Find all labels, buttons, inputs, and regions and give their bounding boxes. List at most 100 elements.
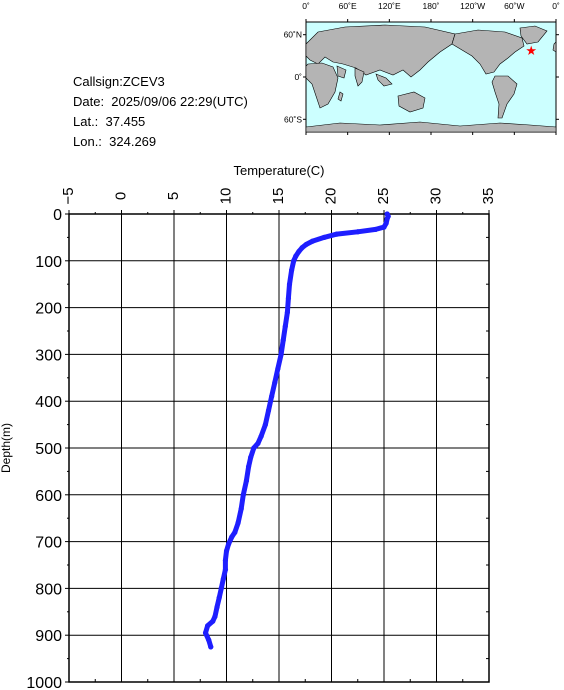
- x-tick-label: −5: [60, 187, 77, 204]
- map-lon-label: 0˚: [552, 1, 560, 11]
- land-madagascar: [337, 91, 344, 102]
- land-australia: [397, 91, 426, 113]
- profile-point: [355, 229, 361, 235]
- latitude-text: Lat.: 37.455: [73, 114, 146, 129]
- profile-point: [296, 248, 302, 255]
- y-tick-label: 800: [35, 581, 62, 598]
- x-tick-label: 10: [217, 188, 234, 205]
- profile-point: [255, 440, 261, 446]
- x-tick-label: 30: [427, 188, 444, 205]
- grid-lines: [69, 214, 489, 682]
- profile-point: [229, 534, 235, 540]
- profile-point: [205, 623, 211, 629]
- profile-point: [240, 492, 246, 498]
- longitude-text: Lon.: 324.269: [73, 134, 157, 149]
- y-axis-label: Depth(m): [0, 423, 13, 473]
- x-tick-label: 5: [165, 192, 182, 200]
- y-tick-labels: 0 100 200 300 400 500 600 700 800 900 1000: [26, 207, 62, 690]
- map-lat-label: 60˚N: [284, 30, 302, 40]
- land-north-america: [451, 29, 525, 75]
- land-europe-asia: [305, 24, 456, 78]
- map-lon-label: 180˚: [422, 1, 439, 11]
- y-tick-label: 200: [35, 301, 62, 318]
- profile-point: [285, 295, 292, 301]
- profile-point: [269, 393, 275, 400]
- profile-point: [245, 464, 252, 470]
- x-tick-label: 0: [112, 192, 129, 200]
- temperature-profile-line: [203, 211, 391, 650]
- x-tick-label: 25: [375, 188, 392, 205]
- land-india: [354, 67, 365, 87]
- profile-point: [373, 226, 379, 233]
- map-lon-label: 120˚E: [378, 1, 401, 11]
- profile-point: [310, 238, 316, 244]
- profile-point: [216, 595, 222, 601]
- profile-point: [289, 267, 295, 273]
- profile-point: [206, 637, 212, 643]
- profile-point: [222, 567, 229, 573]
- y-tick-label: 700: [35, 535, 62, 552]
- callsign-text: Callsign:ZCEV3: [73, 74, 165, 89]
- land-uk: [552, 41, 557, 53]
- profile-point: [286, 281, 293, 287]
- y-tick-label: 0: [53, 207, 62, 224]
- station-marker-icon: ★: [525, 43, 537, 58]
- land-southeast-asia: [375, 73, 393, 87]
- profile-point: [243, 478, 250, 484]
- profile-point: [251, 445, 257, 451]
- x-tick-label: 15: [270, 188, 287, 205]
- profile-point: [291, 258, 297, 264]
- axis-ticks: [65, 210, 490, 683]
- land-arabia: [336, 65, 347, 79]
- map-land: [305, 24, 557, 133]
- profile-point: [282, 323, 288, 329]
- profile-point: [208, 644, 214, 650]
- y-tick-label: 300: [35, 347, 62, 364]
- profile-point: [258, 433, 264, 439]
- profile-point: [334, 231, 340, 237]
- y-tick-label: 900: [35, 628, 62, 645]
- profile-point: [303, 241, 309, 248]
- map-lon-label: 60˚W: [504, 1, 524, 11]
- profile-point: [238, 506, 244, 512]
- x-tick-label: 35: [480, 188, 497, 205]
- profile-point: [218, 585, 224, 592]
- profile-point: [384, 216, 390, 222]
- profile-point: [210, 618, 216, 624]
- profile-point: [262, 422, 268, 428]
- x-axis-label: Temperature(C): [233, 163, 324, 178]
- land-africa: [305, 62, 339, 109]
- profile-point: [299, 245, 305, 251]
- temperature-depth-chart: −5 0 5 10 15 20 25 30 35 0 100 200 300 400 500 600 700 8…: [0, 163, 497, 690]
- profile-point: [214, 604, 220, 610]
- profile-point: [272, 379, 278, 386]
- profile-point: [248, 454, 254, 460]
- series-layer: [202, 211, 391, 650]
- y-tick-label: 600: [35, 488, 62, 505]
- profile-point: [226, 541, 232, 547]
- profile-point: [223, 548, 230, 554]
- profile-point: [212, 613, 218, 620]
- profile-point: [381, 224, 387, 230]
- map-lon-label: 0˚: [302, 1, 310, 11]
- y-tick-label: 400: [35, 394, 62, 411]
- x-tick-labels: −5 0 5 10 15 20 25 30 35: [60, 187, 497, 204]
- y-tick-label: 1000: [26, 675, 62, 690]
- profile-point: [321, 234, 327, 240]
- map-lon-label: 60˚E: [339, 1, 357, 11]
- profile-point: [232, 529, 238, 535]
- map-lat-label: 0˚: [294, 72, 302, 82]
- y-tick-label: 100: [35, 254, 62, 271]
- map-lat-label: 60˚S: [284, 114, 302, 124]
- map-lon-label: 120˚W: [460, 1, 485, 11]
- profile-point: [235, 520, 241, 526]
- profile-point: [275, 365, 281, 372]
- profile-point: [280, 337, 286, 343]
- y-tick-label: 500: [35, 441, 62, 458]
- profile-point: [284, 309, 290, 315]
- profile-point: [265, 407, 272, 414]
- x-tick-label: 20: [322, 188, 339, 205]
- land-south-america: [491, 75, 518, 119]
- profile-point: [278, 351, 284, 357]
